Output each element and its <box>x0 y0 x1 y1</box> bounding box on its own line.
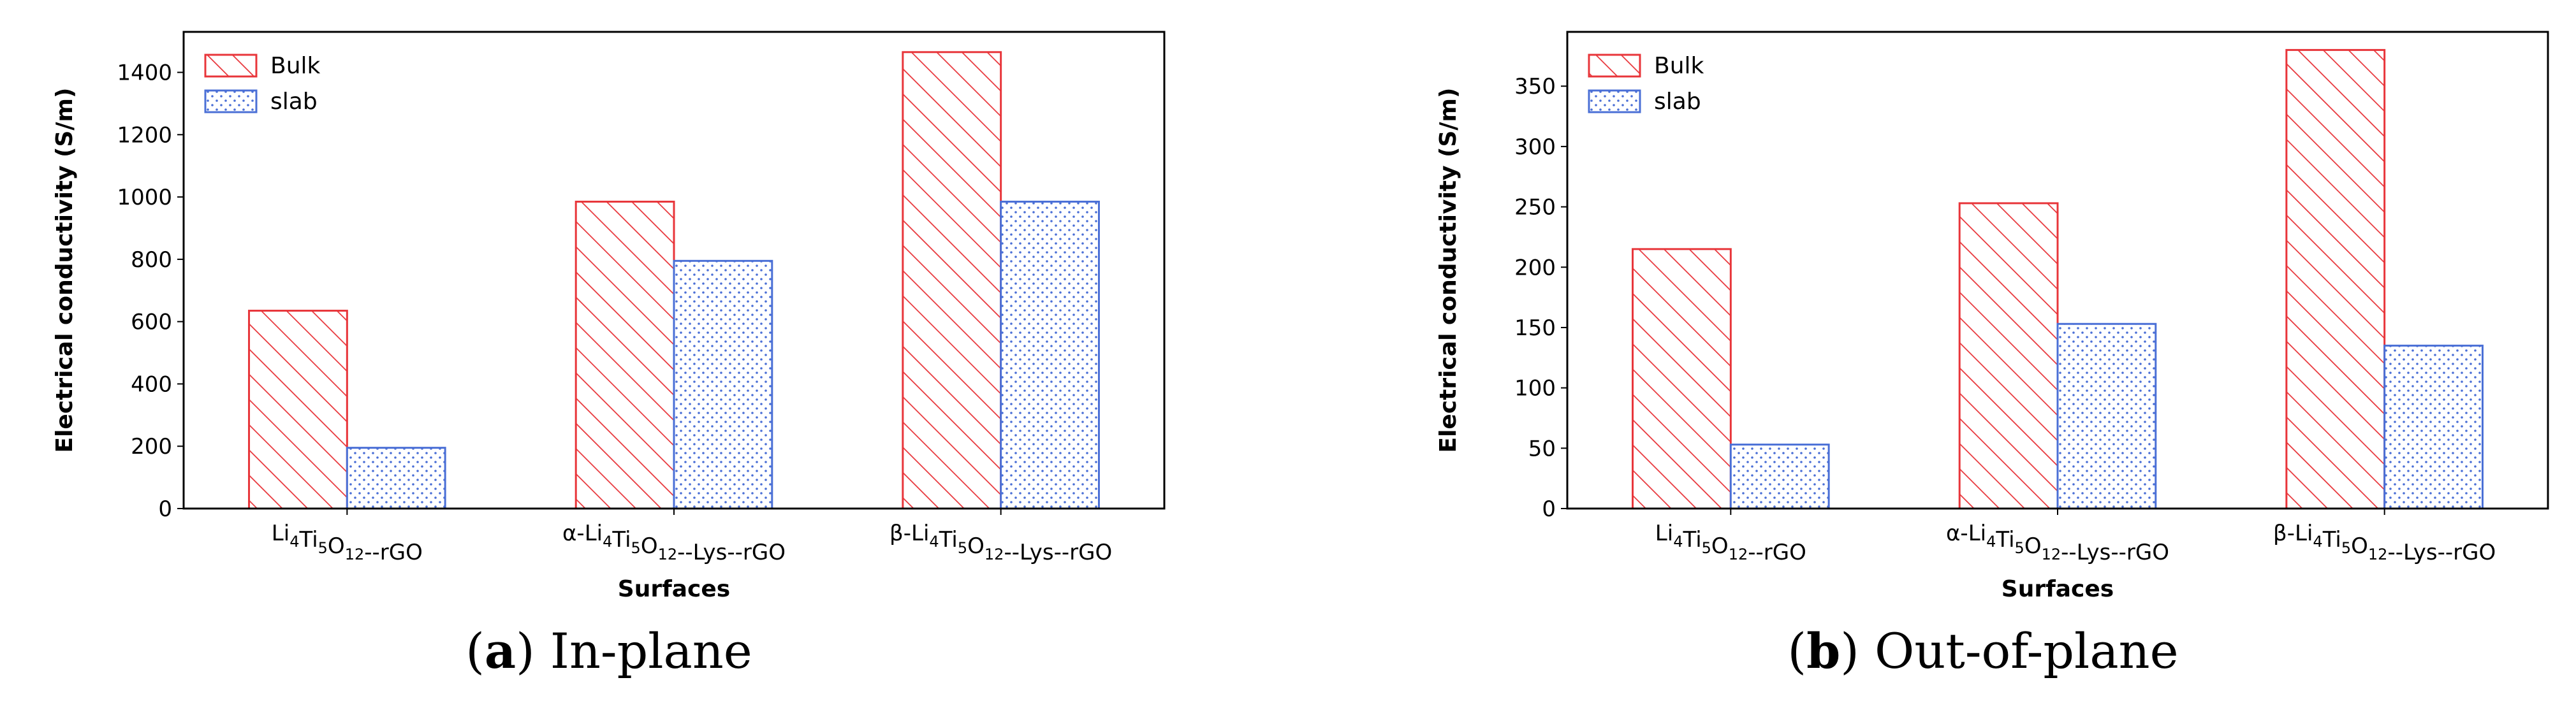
x-axis-title: Surfaces <box>2002 576 2114 602</box>
y-axis-title: Electrical conductivity (S/m) <box>1435 88 1461 453</box>
y-tick-label: 800 <box>131 247 172 273</box>
y-tick-label: 400 <box>131 372 172 397</box>
legend-swatch-bulk <box>1588 54 1641 78</box>
y-tick-label: 100 <box>1514 376 1556 401</box>
plot-frame <box>1566 31 2549 510</box>
legend-label-bulk: Bulk <box>1654 53 1704 79</box>
y-tick-label: 1200 <box>117 122 172 148</box>
y-tick-label: 300 <box>1514 134 1556 160</box>
bar-slab-0 <box>346 447 446 510</box>
y-tick-label: 250 <box>1514 195 1556 220</box>
bar-slab-2 <box>1000 200 1100 510</box>
y-tick-label: 50 <box>1528 436 1556 461</box>
panel-caption: (b) Out-of-plane <box>1787 623 2178 679</box>
bar-bulk-0 <box>248 310 348 510</box>
x-tick-label: α-Li4Ti5O12--Lys--rGO <box>562 521 786 565</box>
bar-bulk-1 <box>574 200 675 510</box>
plot-frame <box>182 31 1166 510</box>
bar-slab-0 <box>1729 444 1830 510</box>
y-tick-label: 200 <box>1514 255 1556 280</box>
bar-bulk-2 <box>2285 48 2386 510</box>
y-tick-label: 200 <box>131 434 172 459</box>
y-tick-label: 150 <box>1514 315 1556 341</box>
bar-bulk-1 <box>1958 202 2059 510</box>
bar-bulk-0 <box>1632 248 1732 510</box>
x-tick-label: β-Li4Ti5O12--Lys--rGO <box>2273 521 2496 565</box>
y-tick-label: 350 <box>1514 74 1556 99</box>
bar-slab-1 <box>673 259 773 510</box>
bar-slab-1 <box>2056 322 2157 510</box>
y-tick-label: 600 <box>131 310 172 335</box>
legend-label-slab: slab <box>270 89 318 115</box>
panel-in-plane: Li4Ti5O12--rGO α-Li4Ti5O12--Lys--rGO β-Li4… <box>52 31 1166 679</box>
x-tick-label: β-Li4Ti5O12--Lys--rGO <box>889 521 1112 565</box>
bar-slab-2 <box>2383 344 2484 510</box>
bar-bulk-2 <box>902 51 1002 510</box>
y-tick-label: 1000 <box>117 185 172 210</box>
panel-caption: (a) In-plane <box>465 623 752 679</box>
x-tick-label: Li4Ti5O12--rGO <box>1655 521 1806 565</box>
legend-swatch-slab <box>1588 89 1641 113</box>
x-axis-title: Surfaces <box>618 576 730 602</box>
legend-label-bulk: Bulk <box>270 53 321 79</box>
y-tick-label: 0 <box>158 496 172 522</box>
x-tick-label: α-Li4Ti5O12--Lys--rGO <box>1946 521 2169 565</box>
y-tick-label: 1400 <box>117 61 172 86</box>
legend-swatch-slab <box>204 89 258 113</box>
legend-swatch-bulk <box>204 54 258 78</box>
y-axis-title: Electrical conductivity (S/m) <box>52 88 78 453</box>
panel-out-of-plane: Li4Ti5O12--rGO α-Li4Ti5O12--Lys--rGO β-Li4… <box>1435 31 2549 679</box>
legend-label-slab: slab <box>1654 89 1701 115</box>
x-tick-label: Li4Ti5O12--rGO <box>272 521 423 565</box>
y-tick-label: 0 <box>1542 496 1556 522</box>
